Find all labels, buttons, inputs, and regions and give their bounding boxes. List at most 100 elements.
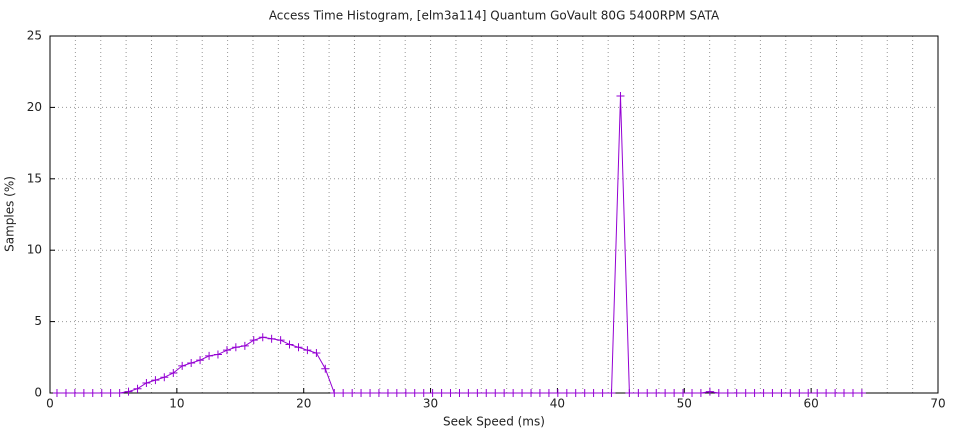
x-tick-label: 0 <box>46 397 54 411</box>
point-marker <box>625 389 634 397</box>
x-axis-label: Seek Speed (ms) <box>443 415 545 429</box>
y-tick-label: 20 <box>27 100 42 114</box>
x-tick-label: 30 <box>423 397 438 411</box>
point-marker <box>366 389 375 397</box>
point-marker <box>312 349 321 358</box>
point-marker <box>544 389 553 397</box>
y-tick-label: 0 <box>34 386 42 400</box>
point-marker <box>178 361 187 370</box>
point-marker <box>777 389 786 397</box>
point-marker <box>482 389 491 397</box>
point-marker <box>196 356 205 365</box>
point-marker <box>205 351 214 360</box>
point-marker <box>849 389 858 397</box>
point-marker <box>410 389 419 397</box>
point-marker <box>446 389 455 397</box>
point-marker <box>61 389 70 397</box>
point-marker <box>222 346 231 355</box>
point-marker <box>213 350 222 359</box>
point-marker <box>124 387 133 396</box>
point-marker <box>169 369 178 378</box>
point-marker <box>437 389 446 397</box>
point-marker <box>267 334 276 343</box>
point-marker <box>106 389 115 397</box>
point-marker <box>607 389 616 397</box>
point-marker <box>455 389 464 397</box>
point-marker <box>509 389 518 397</box>
point-marker <box>294 343 303 352</box>
point-marker <box>348 389 357 397</box>
point-marker <box>88 389 97 397</box>
x-tick-label: 50 <box>677 397 692 411</box>
point-marker <box>419 389 428 397</box>
point-marker <box>374 389 383 397</box>
point-marker <box>52 389 61 397</box>
point-marker <box>813 389 822 397</box>
point-marker <box>822 389 831 397</box>
x-tick-label: 40 <box>550 397 565 411</box>
point-marker <box>723 389 732 397</box>
x-tick-label: 70 <box>930 397 945 411</box>
point-marker <box>553 389 562 397</box>
point-marker <box>151 376 160 385</box>
point-marker <box>303 346 312 355</box>
point-marker <box>679 389 688 397</box>
y-tick-label: 5 <box>34 314 42 328</box>
point-marker <box>115 389 124 397</box>
point-marker <box>634 389 643 397</box>
point-marker <box>160 373 169 382</box>
point-marker <box>857 389 866 397</box>
y-tick-label: 10 <box>27 243 42 257</box>
x-tick-label: 10 <box>169 397 184 411</box>
point-marker <box>276 336 285 345</box>
point-marker <box>527 389 536 397</box>
point-marker <box>562 389 571 397</box>
point-marker <box>714 389 723 397</box>
point-marker <box>696 389 705 397</box>
point-marker <box>732 389 741 397</box>
x-tick-label: 60 <box>804 397 819 411</box>
point-marker <box>598 389 607 397</box>
point-marker <box>804 389 813 397</box>
point-marker <box>670 389 679 397</box>
point-marker <box>330 389 339 397</box>
point-marker <box>258 333 267 342</box>
point-marker <box>831 389 840 397</box>
point-marker <box>750 389 759 397</box>
point-marker <box>643 389 652 397</box>
y-axis-label: Samples (%) <box>3 176 17 252</box>
point-marker <box>142 379 151 388</box>
point-marker <box>473 389 482 397</box>
y-tick-label: 15 <box>27 171 42 185</box>
point-marker <box>383 389 392 397</box>
point-marker <box>428 389 437 397</box>
point-marker <box>616 91 625 100</box>
x-tick-label: 20 <box>296 397 311 411</box>
point-marker <box>339 389 348 397</box>
point-marker <box>839 389 848 397</box>
point-marker <box>786 389 795 397</box>
point-marker <box>231 343 240 352</box>
point-marker <box>321 364 330 373</box>
point-marker <box>240 341 249 350</box>
point-marker <box>795 389 804 397</box>
point-marker <box>589 389 598 397</box>
point-marker <box>768 389 777 397</box>
point-marker <box>464 389 473 397</box>
point-marker <box>661 389 670 397</box>
point-marker <box>97 389 106 397</box>
point-marker <box>705 387 714 396</box>
point-marker <box>571 389 580 397</box>
point-marker <box>133 384 142 393</box>
point-marker <box>535 389 544 397</box>
point-marker <box>759 389 768 397</box>
point-marker <box>688 389 697 397</box>
point-marker <box>392 389 401 397</box>
point-marker <box>357 389 366 397</box>
point-marker <box>249 336 258 345</box>
point-marker <box>285 340 294 349</box>
point-marker <box>70 389 79 397</box>
point-marker <box>491 389 500 397</box>
